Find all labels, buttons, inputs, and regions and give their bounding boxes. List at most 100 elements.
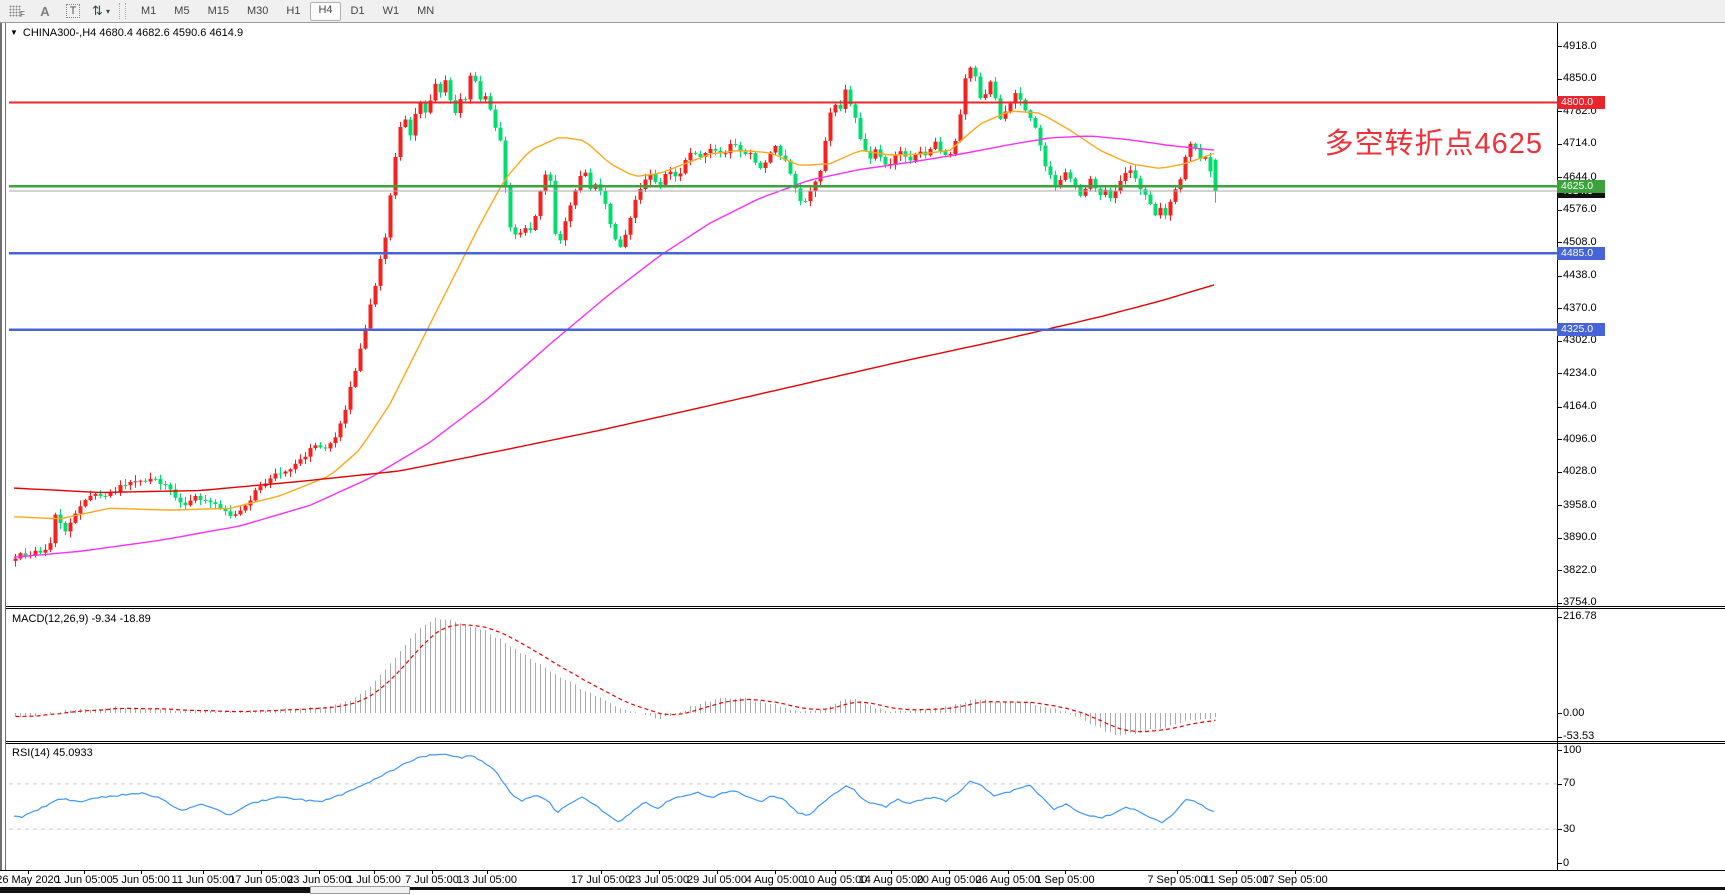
axis-tick [1557,737,1562,738]
dot-grid-icon [9,5,22,17]
text-tool-button[interactable]: T [61,1,85,21]
panel-separator-macd[interactable] [0,606,1725,609]
time-tick-label: 1 Jul 05:00 [347,874,401,886]
timeframe-buttons: M1 M5 M15 M30 H1 H4 D1 W1 MN [132,1,443,21]
price-annotation-text[interactable]: 多空转折点4625 [1324,128,1543,160]
axis-tick [1557,308,1562,309]
price-tick-label: 4576.0 [1563,203,1597,216]
time-tick-label: 26 May 2020 [0,874,60,886]
panel-separator-rsi[interactable] [0,741,1725,744]
price-tick-label: 4234.0 [1563,366,1597,379]
toolbar-drag-handle[interactable] [119,3,126,19]
time-tick-label: 14 Aug 05:00 [858,874,924,886]
time-axis-tick [1295,870,1296,874]
axis-tick [1557,341,1562,342]
timeframe-button-m5[interactable]: M5 [174,4,190,17]
ma-fast-line [13,110,1215,520]
time-axis-tick [1236,870,1237,874]
time-tick-label: 10 Aug 05:00 [802,874,868,886]
axis-tick [1557,242,1562,243]
horizontal-scrollbar[interactable] [0,886,1725,895]
ma-mid-line [13,135,1215,558]
time-tick-label: 20 Aug 05:00 [916,874,982,886]
time-tick-label: 11 Jun 05:00 [171,874,235,886]
cycles-tool-button[interactable]: ⇅ ▾ [89,1,113,21]
time-axis-tick [84,870,85,874]
axis-tick [1557,603,1562,604]
axis-tick [1557,538,1562,539]
time-tick-label: 7 Jul 05:00 [405,874,459,886]
grid-f-label: F [20,10,25,19]
time-axis-tick [1065,870,1066,874]
rsi-line [13,753,1215,824]
price-tick-label: 3822.0 [1563,563,1597,576]
scrollbar-track-right[interactable] [410,887,1725,890]
time-axis[interactable]: 26 May 2020 1 Jun 05:00 5 Jun 05:00 11 Jun … [0,874,1725,888]
top-toolbar: F A T ⇅ ▾ M1 M5 M15 M30 H1 H4 D1 W1 MN [0,0,1725,23]
time-axis-tick [659,870,660,874]
timeframe-button-m30[interactable]: M30 [246,4,269,17]
text-t-icon: T [65,4,81,18]
timeframe-button-h1[interactable]: H1 [286,4,301,17]
chart-window: ▼ CHINA300-,H4 4680.4 4682.6 4590.6 4614.… [0,23,1725,895]
arrow-tool-button[interactable]: A [33,1,57,21]
rsi-axis-label: 100 [1563,743,1582,756]
axis-tick [1557,79,1562,80]
time-axis-tick [432,870,433,874]
timeframe-button-m1[interactable]: M1 [141,4,157,17]
axis-tick [1557,46,1562,47]
time-tick-label: 1 Jun 05:00 [55,874,113,886]
time-tick-label: 4 Aug 05:00 [745,874,805,886]
collapse-triangle-icon[interactable]: ▼ [10,28,18,37]
price-badge-4485.0: 4485.0 [1557,246,1605,260]
time-axis-tick [717,870,718,874]
double-arrow-icon: ⇅ [92,3,103,18]
axis-tick [1557,505,1562,506]
macd-panel-canvas[interactable] [9,610,1557,741]
price-axis[interactable]: 4918.0 4850.0 4782.0 4714.0 4644.0 4576.0 4508… [1563,23,1723,870]
axis-tick [1557,210,1562,211]
time-axis-tick [601,870,602,874]
axis-tick [1557,407,1562,408]
time-tick-label: 5 Jun 05:00 [112,874,170,886]
scrollbar-thumb[interactable] [310,886,410,894]
indicators-grid-button[interactable]: F [5,1,29,21]
time-axis-tick [487,870,488,874]
axis-tick [1557,472,1562,473]
price-chart-canvas[interactable] [9,23,1557,607]
price-tick-label: 3958.0 [1563,498,1597,511]
timeframe-button-m15[interactable]: M15 [207,4,229,17]
price-tick-label: 4644.0 [1563,170,1597,183]
timeframe-button-w1[interactable]: W1 [382,4,400,17]
price-badge-4625.0: 4625.0 [1557,179,1605,193]
price-tick-label: 4918.0 [1563,39,1597,52]
axis-tick [1557,177,1562,178]
scrollbar-track-left[interactable] [0,887,310,893]
price-badge-4800.0: 4800.0 [1557,95,1605,109]
axis-tick [1557,373,1562,374]
price-tick-label: 3754.0 [1563,596,1597,609]
time-tick-label: 17 Jun 05:00 [229,874,293,886]
price-tick-label: 4164.0 [1563,400,1597,413]
rsi-axis-label: 70 [1563,777,1576,790]
timeframe-button-d1[interactable]: D1 [350,4,365,17]
price-tick-label: 4714.0 [1563,137,1597,150]
time-tick-label: 23 Jun 05:00 [287,874,351,886]
rsi-panel-canvas[interactable] [9,744,1557,870]
ma-slow-line [13,284,1215,494]
timeframe-button-h4[interactable]: H4 [310,1,341,21]
time-axis-tick [835,870,836,874]
time-tick-label: 17 Sep 05:00 [1262,874,1328,886]
macd-histogram [15,617,1216,736]
rsi-axis-label: 0 [1563,856,1570,869]
price-tick-label: 4508.0 [1563,235,1597,248]
macd-axis-label: -53.53 [1563,730,1595,743]
timeframe-button-mn[interactable]: MN [417,4,435,17]
letter-a-icon: A [40,3,50,19]
time-axis-tick [28,870,29,874]
time-tick-label: 23 Jul 05:00 [629,874,689,886]
symbol-ohlc-line: ▼ CHINA300-,H4 4680.4 4682.6 4590.6 4614.… [10,27,243,39]
time-tick-label: 29 Jul 05:00 [687,874,747,886]
time-tick-label: 13 Jul 05:00 [457,874,517,886]
price-tick-label: 4096.0 [1563,432,1597,445]
